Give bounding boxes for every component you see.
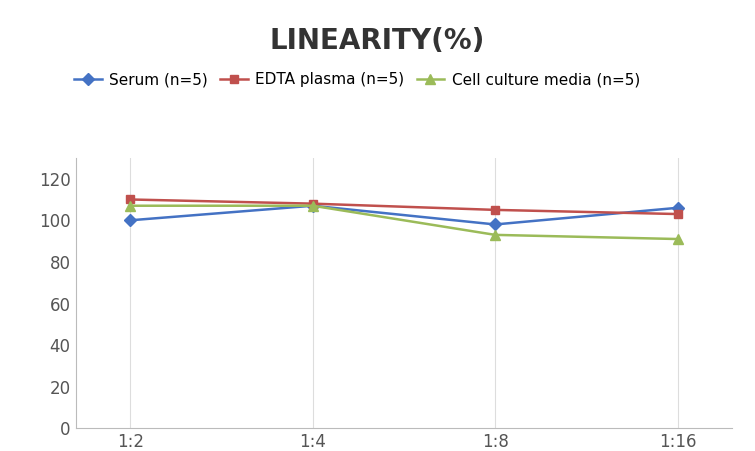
Serum (n=5): [125, 217, 135, 223]
EDTA plasma (n=5): [491, 207, 500, 212]
Cell culture media (n=5): [673, 236, 683, 242]
Cell culture media (n=5): [491, 232, 500, 238]
Line: Serum (n=5): Serum (n=5): [126, 202, 682, 229]
Serum (n=5): [673, 205, 683, 211]
Text: LINEARITY(%): LINEARITY(%): [270, 27, 485, 55]
Line: Cell culture media (n=5): Cell culture media (n=5): [125, 201, 683, 244]
EDTA plasma (n=5): [308, 201, 317, 207]
EDTA plasma (n=5): [125, 197, 135, 202]
Cell culture media (n=5): [308, 203, 317, 208]
Cell culture media (n=5): [125, 203, 135, 208]
Line: EDTA plasma (n=5): EDTA plasma (n=5): [126, 195, 682, 218]
Serum (n=5): [308, 203, 317, 208]
Legend: Serum (n=5), EDTA plasma (n=5), Cell culture media (n=5): Serum (n=5), EDTA plasma (n=5), Cell cul…: [68, 66, 646, 93]
EDTA plasma (n=5): [673, 212, 683, 217]
Serum (n=5): [491, 222, 500, 227]
